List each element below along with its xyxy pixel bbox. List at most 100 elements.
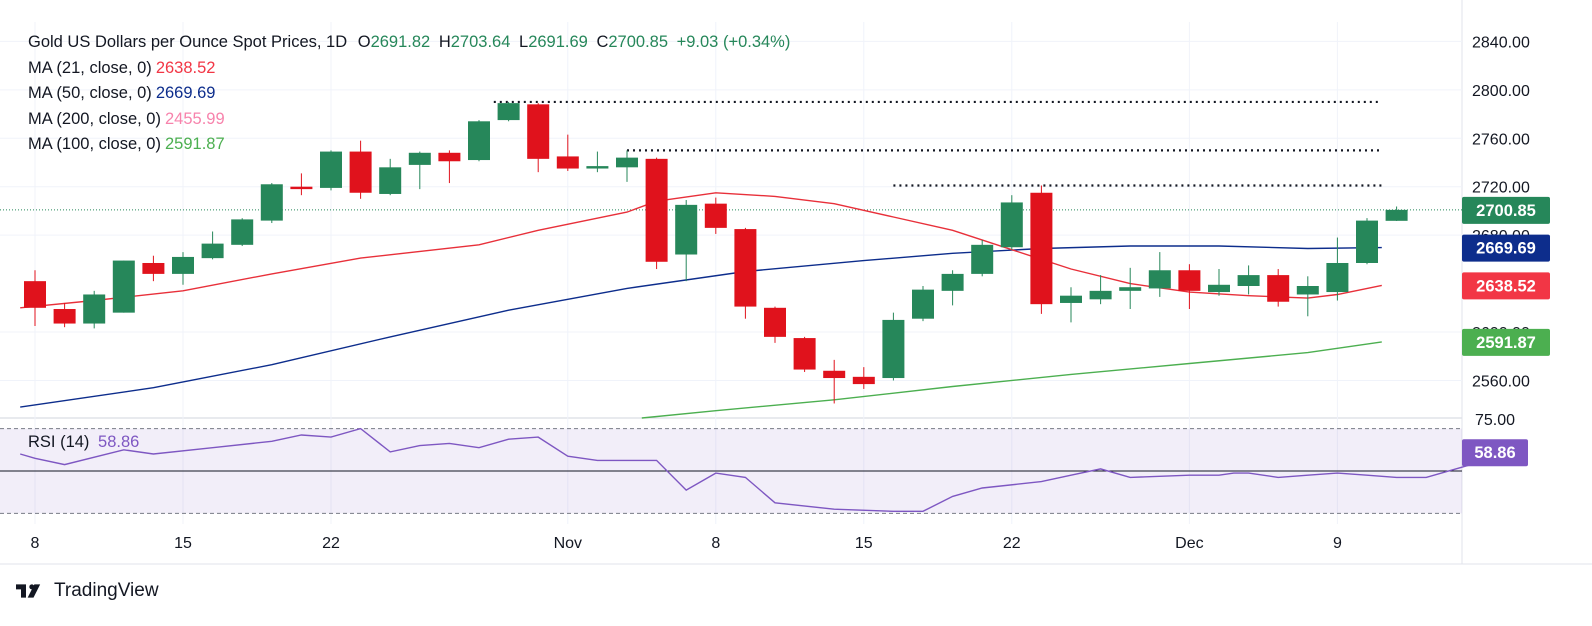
time-tick: Dec bbox=[1175, 535, 1203, 552]
candle-body bbox=[675, 204, 698, 255]
rsi-pane bbox=[0, 427, 1507, 514]
ma21-legend: MA (21, close, 0) 2638.52 bbox=[28, 56, 790, 82]
candle-body bbox=[1178, 270, 1201, 291]
price-tag-value: 2591.87 bbox=[1476, 334, 1536, 352]
price-tag-box bbox=[1462, 272, 1550, 300]
ma100-legend: MA (100, close, 0) 2591.87 bbox=[28, 132, 790, 158]
time-tick: 22 bbox=[1003, 535, 1021, 552]
candle-up bbox=[1326, 237, 1349, 301]
candle-down bbox=[24, 270, 46, 326]
price-axis[interactable]: 2840.002800.002760.002720.002680.002600.… bbox=[1472, 34, 1530, 429]
candle-up bbox=[379, 158, 402, 196]
candle-body bbox=[468, 121, 490, 161]
moving-average-lines bbox=[20, 192, 1382, 419]
candle-body bbox=[823, 370, 846, 379]
candle-body bbox=[1060, 295, 1082, 303]
rsi-value: 58.86 bbox=[98, 433, 140, 451]
ma50-line bbox=[20, 245, 1382, 408]
candle-body bbox=[1208, 284, 1230, 293]
ma50-value: 2669.69 bbox=[155, 84, 216, 102]
candle-up bbox=[408, 151, 431, 190]
high-value: 2703.64 bbox=[450, 33, 511, 51]
candle-up bbox=[172, 252, 194, 285]
candle-down bbox=[1030, 185, 1053, 314]
candle-up bbox=[1237, 265, 1260, 295]
rsi-tag: 58.86 bbox=[1462, 439, 1528, 467]
resistance-levels bbox=[493, 100, 1382, 187]
candle-up bbox=[1089, 275, 1112, 305]
candle-up bbox=[1148, 252, 1171, 297]
candle-body bbox=[764, 307, 786, 337]
rsi-line bbox=[20, 427, 1507, 512]
candle-up bbox=[1119, 267, 1142, 310]
candle-up bbox=[112, 260, 135, 313]
price-tick: 2560.00 bbox=[1472, 373, 1530, 390]
candle-body bbox=[793, 338, 816, 370]
candle-body bbox=[1356, 220, 1378, 263]
candle-body bbox=[1089, 290, 1112, 300]
candle-body bbox=[645, 158, 668, 262]
candle-down bbox=[793, 336, 816, 372]
candle-up bbox=[941, 270, 964, 306]
time-tick: 8 bbox=[711, 535, 720, 552]
candle-body bbox=[734, 229, 757, 307]
price-tag-box bbox=[1462, 234, 1550, 262]
candle-down bbox=[734, 227, 757, 319]
candle-body bbox=[941, 273, 964, 291]
time-tick: 15 bbox=[855, 535, 873, 552]
candle-body bbox=[616, 157, 638, 168]
time-axis[interactable]: 8 15 22 Nov 8 15 22 Dec 9 bbox=[31, 535, 1342, 552]
candle-body bbox=[852, 376, 875, 385]
candle-body bbox=[527, 104, 550, 159]
symbol-title: Gold US Dollars per Ounce Spot Prices, 1… bbox=[28, 33, 348, 51]
ma50-legend: MA (50, close, 0) 2669.69 bbox=[28, 81, 790, 107]
rsi-tag-value: 58.86 bbox=[1474, 444, 1515, 462]
candle-up bbox=[1385, 206, 1408, 221]
candle-down bbox=[645, 157, 668, 270]
candle-body bbox=[912, 289, 934, 319]
candle-body bbox=[971, 244, 994, 274]
price-tag-value: 2700.85 bbox=[1476, 202, 1536, 220]
tradingview-brand: TradingView bbox=[54, 580, 159, 601]
candle-up bbox=[231, 218, 254, 247]
ma21-tag: 2638.52 bbox=[1462, 272, 1550, 300]
candle-down bbox=[764, 306, 786, 343]
close-value: 2700.85 bbox=[608, 33, 669, 51]
candle-down bbox=[527, 103, 550, 173]
price-tick: 2720.00 bbox=[1472, 180, 1530, 197]
time-tick: 22 bbox=[322, 535, 340, 552]
price-tick: 2760.00 bbox=[1472, 131, 1530, 148]
candle-down bbox=[704, 197, 727, 234]
candle-down bbox=[438, 150, 461, 184]
time-tick: 9 bbox=[1333, 535, 1342, 552]
tradingview-logo[interactable]: TradingView bbox=[16, 580, 159, 602]
candle-up bbox=[201, 231, 224, 260]
price-tick: 2800.00 bbox=[1472, 83, 1530, 100]
candle-body bbox=[172, 256, 194, 274]
candle-down bbox=[852, 367, 875, 389]
ma50-label: MA (50, close, 0) bbox=[28, 84, 152, 102]
candle-down bbox=[1178, 264, 1201, 310]
candle-body bbox=[320, 151, 342, 188]
price-tags: 2700.85 2669.69 2638.52 2591.87 58.86 bbox=[1462, 196, 1550, 467]
candle-body bbox=[882, 319, 905, 379]
candle-up bbox=[1296, 276, 1319, 317]
ma21-label: MA (21, close, 0) bbox=[28, 58, 152, 77]
candle-up bbox=[497, 101, 520, 122]
chart-legend: Gold US Dollars per Ounce Spot Prices, 1… bbox=[28, 30, 790, 158]
time-tick: Nov bbox=[554, 535, 582, 552]
rsi-label: RSI (14) bbox=[28, 433, 90, 451]
candle-body bbox=[586, 166, 609, 169]
candle-body bbox=[379, 167, 402, 194]
rsi-tick: 75.00 bbox=[1475, 412, 1515, 429]
candle-body bbox=[1385, 209, 1408, 221]
candle-up bbox=[1060, 287, 1082, 323]
candles bbox=[24, 101, 1408, 404]
candle-body bbox=[1296, 286, 1319, 295]
ma100-line bbox=[641, 341, 1382, 419]
time-tick: 8 bbox=[31, 535, 40, 552]
change-value: +9.03 (+0.34%) bbox=[676, 33, 791, 51]
rsi-legend: RSI (14) 58.86 bbox=[28, 433, 139, 452]
candle-body bbox=[1237, 275, 1260, 286]
